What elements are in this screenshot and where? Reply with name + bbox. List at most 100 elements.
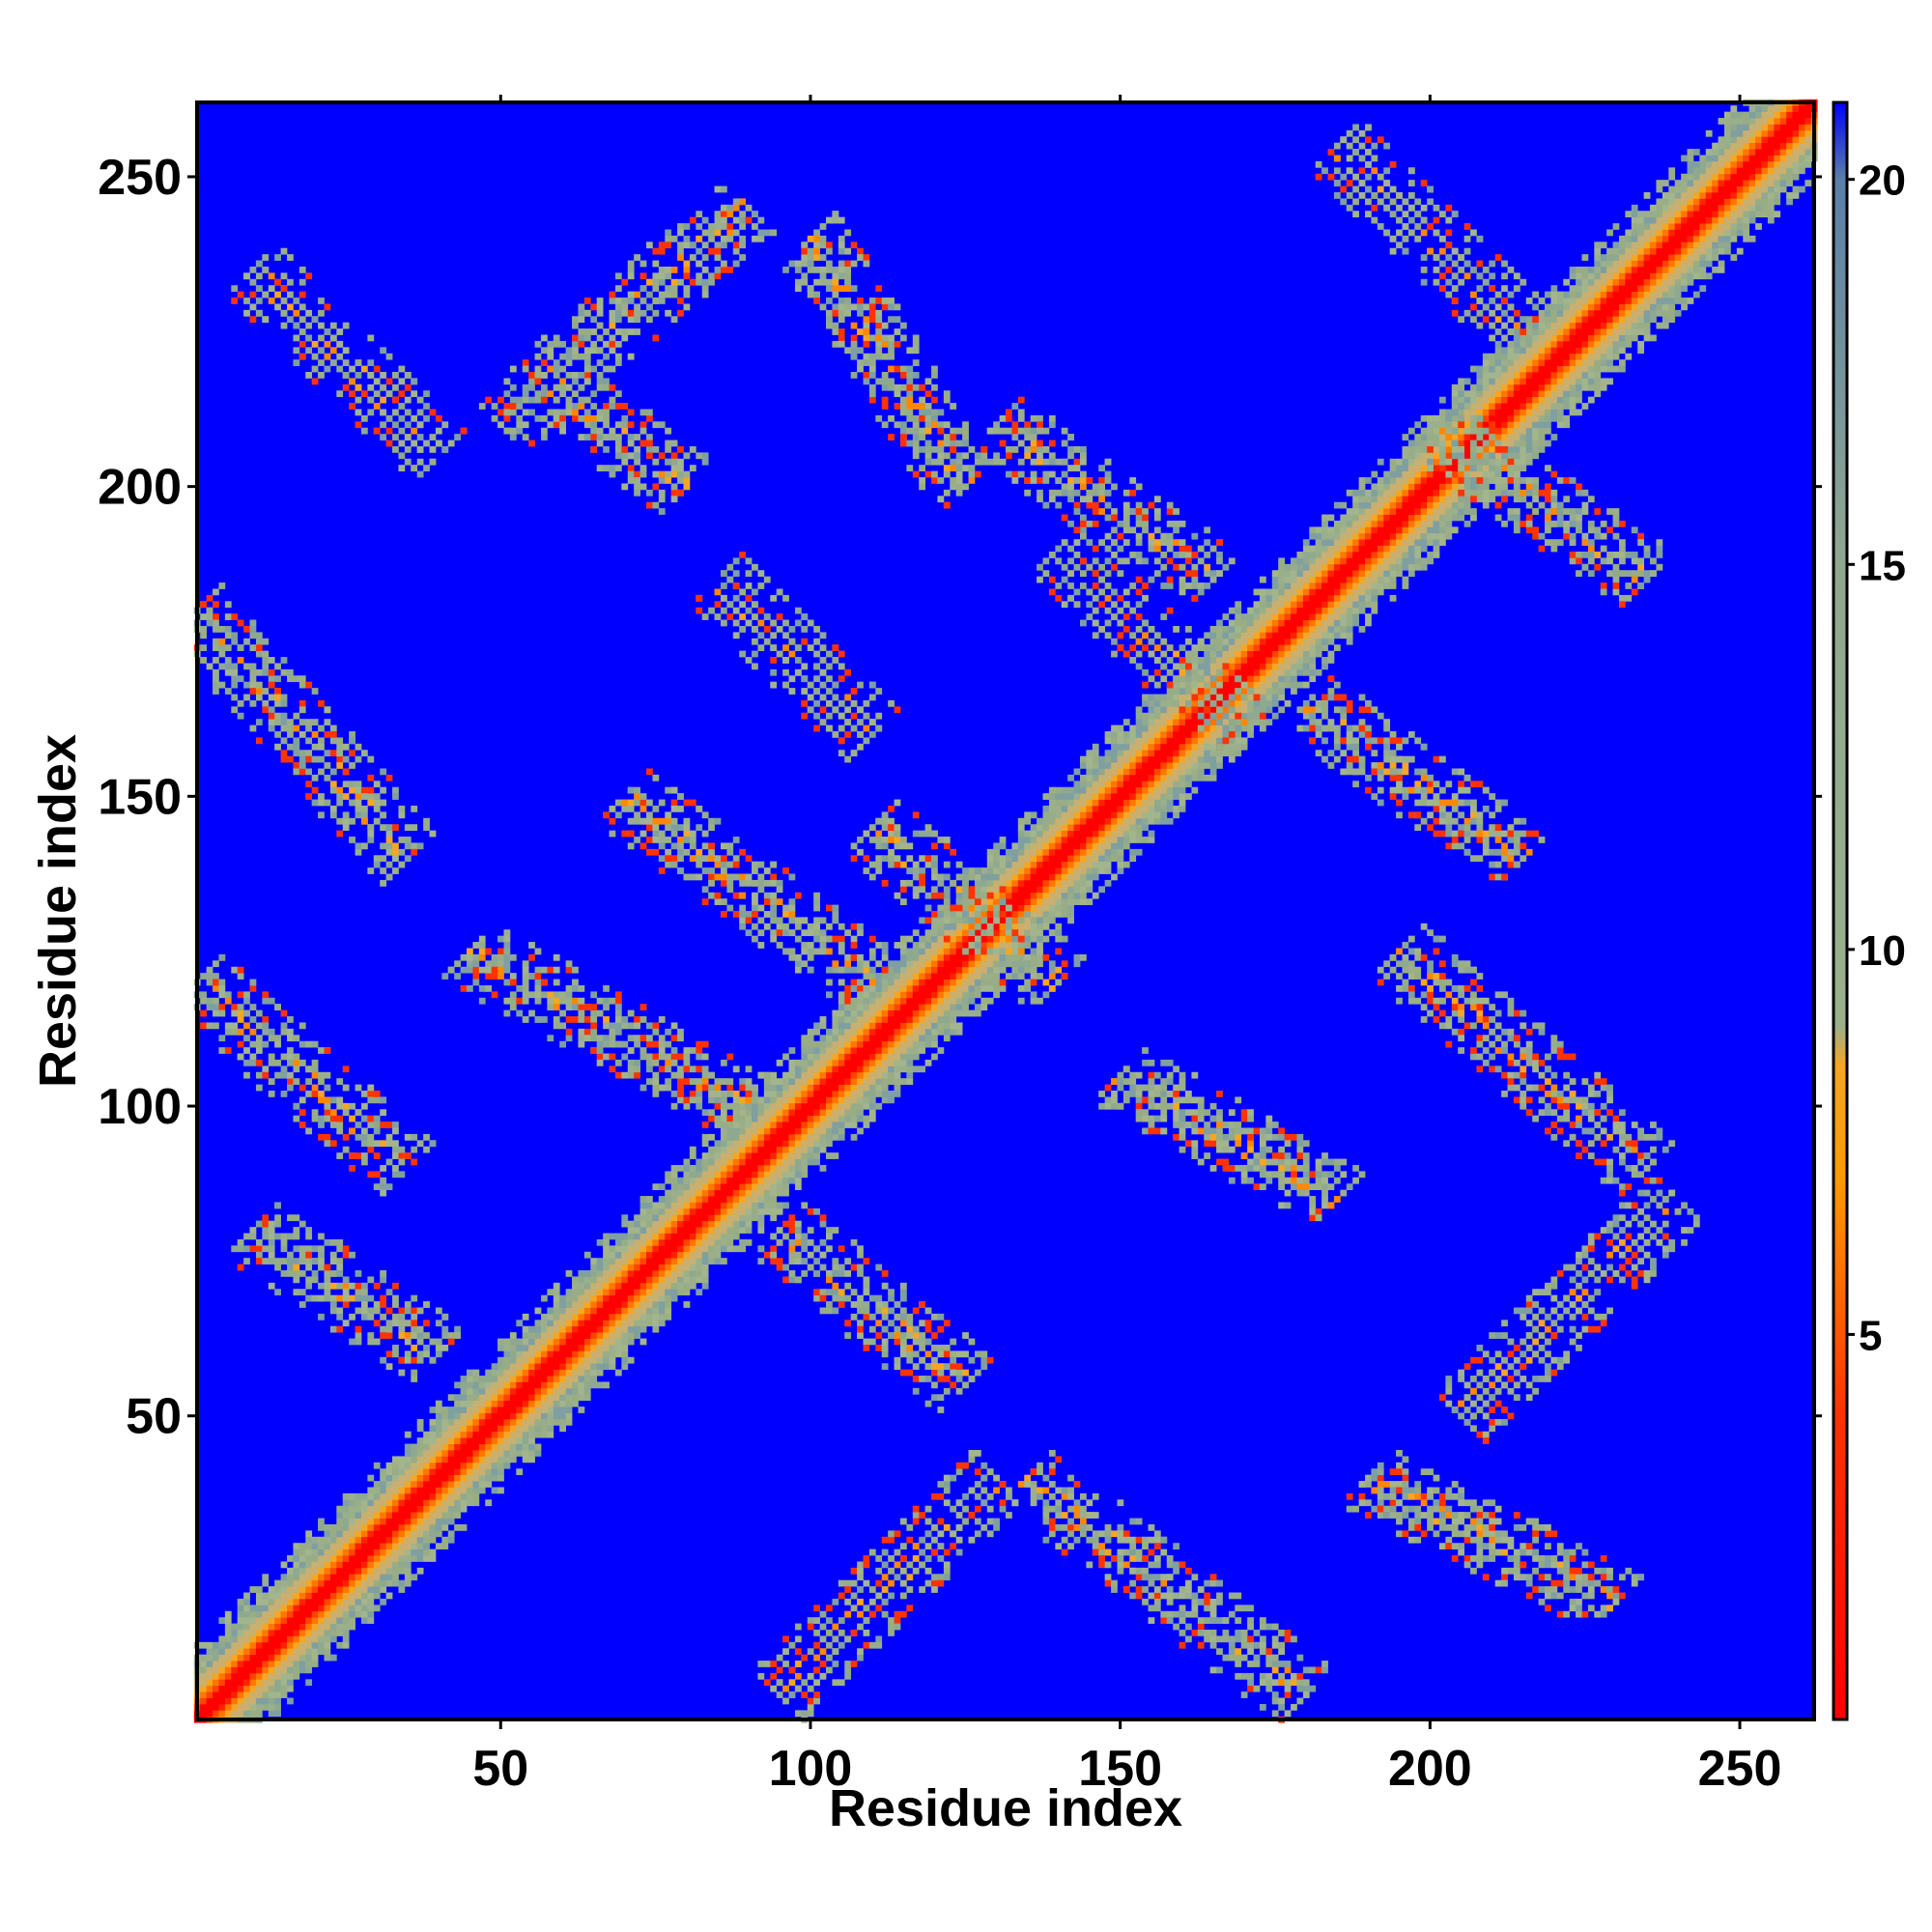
heatmap-cell bbox=[1501, 414, 1508, 422]
heatmap-cell bbox=[1396, 514, 1403, 522]
heatmap-cell bbox=[937, 917, 945, 924]
heatmap-cell bbox=[1321, 557, 1328, 565]
heatmap-cell bbox=[708, 1152, 715, 1159]
heatmap-cell bbox=[1296, 650, 1304, 658]
heatmap-cell bbox=[392, 1536, 399, 1544]
heatmap-cell bbox=[912, 973, 920, 980]
heatmap-cell bbox=[1204, 755, 1211, 763]
heatmap-cell bbox=[794, 1084, 802, 1092]
heatmap-cell bbox=[1581, 309, 1589, 317]
heatmap-cell bbox=[844, 1096, 852, 1104]
heatmap-cell bbox=[1569, 328, 1577, 335]
heatmap-cell bbox=[819, 1040, 827, 1048]
heatmap-cell bbox=[355, 1579, 362, 1587]
heatmap-cell bbox=[572, 1282, 579, 1290]
heatmap-cell bbox=[441, 1481, 449, 1488]
heatmap-cell bbox=[385, 1468, 393, 1476]
heatmap-cell bbox=[404, 1548, 412, 1556]
heatmap-cell bbox=[931, 979, 938, 986]
heatmap-cell bbox=[1594, 365, 1602, 373]
heatmap-cell bbox=[683, 1202, 691, 1209]
heatmap-cell bbox=[1383, 552, 1391, 558]
heatmap-cell bbox=[1024, 892, 1032, 899]
heatmap-cell bbox=[986, 960, 994, 968]
heatmap-cell bbox=[565, 1387, 573, 1395]
heatmap-cell bbox=[844, 1071, 852, 1079]
heatmap-cell bbox=[1532, 359, 1539, 366]
heatmap-cell bbox=[906, 997, 914, 1005]
heatmap-cell bbox=[919, 1016, 926, 1023]
heatmap-cell bbox=[218, 1697, 226, 1705]
heatmap-cell bbox=[1228, 619, 1236, 627]
heatmap-cell bbox=[1383, 563, 1391, 571]
heatmap-cell bbox=[1191, 762, 1199, 769]
heatmap-cell bbox=[1525, 421, 1533, 429]
heatmap-cell bbox=[770, 1164, 778, 1172]
heatmap-cell bbox=[770, 1177, 778, 1184]
heatmap-cell bbox=[287, 1672, 294, 1680]
heatmap-cell bbox=[213, 1672, 219, 1680]
heatmap-cell bbox=[1142, 768, 1149, 776]
heatmap-cell bbox=[646, 1238, 653, 1246]
heatmap-cell bbox=[974, 979, 981, 986]
heatmap-cell bbox=[1079, 799, 1087, 807]
heatmap-cell bbox=[943, 979, 951, 986]
heatmap-cell bbox=[429, 1505, 437, 1513]
heatmap-cell bbox=[776, 1140, 783, 1148]
heatmap-cell bbox=[1600, 278, 1607, 286]
heatmap-cell bbox=[683, 1196, 691, 1203]
heatmap-cell bbox=[1024, 873, 1032, 881]
heatmap-cell bbox=[1291, 557, 1297, 565]
heatmap-cell bbox=[603, 1350, 610, 1358]
heatmap-cell bbox=[429, 1462, 437, 1469]
heatmap-cell bbox=[1253, 625, 1261, 633]
heatmap-cell bbox=[509, 1456, 517, 1463]
heatmap-cell bbox=[819, 1164, 827, 1172]
heatmap-cell bbox=[894, 991, 901, 999]
heatmap-cell bbox=[1197, 755, 1205, 763]
heatmap-cell bbox=[1470, 384, 1477, 391]
heatmap-cell bbox=[329, 1654, 337, 1662]
heatmap-cell bbox=[993, 855, 1000, 863]
heatmap-cell bbox=[1006, 879, 1012, 887]
heatmap-cell bbox=[1166, 793, 1174, 800]
heatmap-cell bbox=[336, 1598, 344, 1605]
heatmap-cell bbox=[614, 1332, 622, 1339]
heatmap-cell bbox=[522, 1425, 529, 1433]
heatmap-cell bbox=[888, 1035, 895, 1042]
heatmap-cell bbox=[1092, 817, 1099, 825]
heatmap-cell bbox=[1111, 855, 1118, 863]
heatmap-cell bbox=[503, 1431, 511, 1438]
heatmap-cell bbox=[603, 1313, 610, 1321]
heatmap-cell bbox=[467, 1412, 473, 1420]
heatmap-cell bbox=[888, 1065, 895, 1073]
heatmap-cell bbox=[1414, 458, 1422, 466]
heatmap-cell bbox=[658, 1276, 666, 1284]
heatmap-cell bbox=[1111, 774, 1118, 781]
heatmap-cell bbox=[478, 1437, 486, 1444]
heatmap-cell bbox=[1346, 489, 1353, 497]
heatmap-cell bbox=[670, 1276, 678, 1284]
heatmap-cell bbox=[540, 1418, 548, 1426]
heatmap-cell bbox=[1371, 557, 1378, 565]
heatmap-cell bbox=[646, 1227, 653, 1234]
heatmap-cell bbox=[1438, 520, 1446, 527]
heatmap-cell bbox=[1240, 675, 1248, 683]
heatmap-cell bbox=[460, 1492, 468, 1500]
heatmap-cell bbox=[1104, 786, 1112, 794]
heatmap-cell bbox=[268, 1697, 275, 1705]
heatmap-cell bbox=[1321, 520, 1328, 527]
heatmap-cell bbox=[639, 1276, 647, 1284]
heatmap-cell bbox=[665, 1251, 672, 1259]
heatmap-cell bbox=[1569, 309, 1577, 317]
heatmap-cell bbox=[1104, 842, 1112, 850]
heatmap-cell bbox=[1302, 576, 1310, 583]
heatmap-cell bbox=[1222, 706, 1230, 714]
heatmap-cell bbox=[1569, 322, 1577, 329]
heatmap-cell bbox=[416, 1474, 424, 1482]
heatmap-cell bbox=[696, 1171, 703, 1179]
heatmap-cell bbox=[639, 1208, 647, 1215]
heatmap-cell bbox=[1569, 316, 1577, 324]
heatmap-cell bbox=[243, 1679, 250, 1687]
heatmap-cell bbox=[1048, 824, 1056, 832]
